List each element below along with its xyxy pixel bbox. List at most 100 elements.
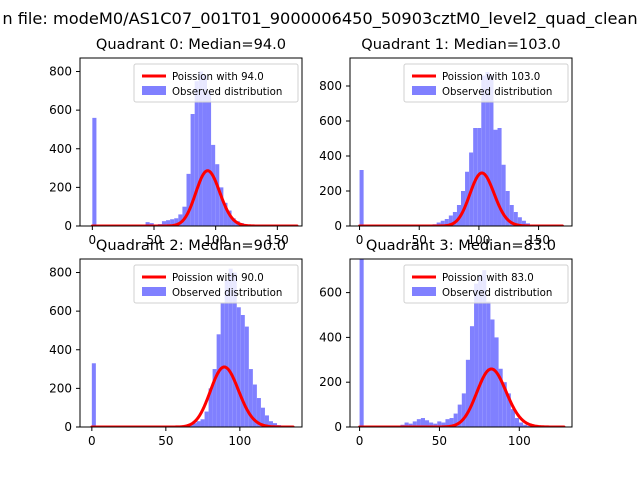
observed-bar	[449, 418, 454, 427]
observed-bar	[219, 187, 224, 226]
observed-bar	[216, 334, 221, 427]
legend: Poission with 94.0 Observed distribution	[133, 63, 299, 103]
observed-bar	[272, 423, 278, 427]
panel-title: Quadrant 0: Median=94.0	[96, 36, 286, 53]
observed-bar	[523, 424, 528, 427]
observed-bar	[521, 220, 526, 226]
legend-label-observed: Observed distribution	[172, 87, 282, 98]
observed-bar	[445, 419, 450, 427]
observed-bar	[264, 415, 269, 427]
observed-bar	[437, 421, 442, 427]
observed-bar	[481, 75, 486, 226]
suptitle: n file: modeM0/AS1C07_001T01_9000006450_…	[2, 9, 637, 29]
quadrant-panel-3: 0 50 100 0 200 400 600 Quadrant 3: Median=83.0 P…	[319, 237, 573, 448]
observed-bar	[493, 129, 498, 226]
legend-label-poisson: Poission with 94.0	[172, 72, 264, 83]
observed-bar	[416, 419, 421, 427]
y-tick-label: 0	[334, 219, 342, 233]
y-tick-label: 800	[49, 266, 72, 280]
observed-bar	[92, 117, 97, 226]
poisson-line-group	[358, 367, 566, 427]
observed-bar	[494, 337, 499, 427]
observed-bar	[224, 280, 229, 427]
legend-box	[403, 264, 569, 304]
x-tick-label: 100	[508, 434, 531, 448]
axes-frame	[79, 57, 303, 227]
axes-frame	[349, 258, 573, 428]
observed-bar	[196, 421, 201, 427]
observed-bar	[161, 221, 167, 226]
panel-title: Quadrant 2: Median=90.0	[96, 237, 286, 254]
x-tick-label: 150	[266, 233, 289, 247]
y-tick-label: 400	[49, 343, 72, 357]
observed-bar	[527, 425, 532, 427]
x-tick-label: 0	[356, 434, 364, 448]
observed-bar	[461, 393, 466, 427]
observed-bar	[513, 212, 518, 226]
x-tick-label: 100	[467, 233, 490, 247]
x-tick-label: 100	[204, 233, 227, 247]
legend-label-observed: Observed distribution	[442, 87, 552, 98]
observed-bar	[412, 421, 417, 427]
y-tick-label: 200	[49, 381, 72, 395]
observed-bar	[408, 423, 413, 427]
axes-frame	[349, 57, 573, 227]
legend-box	[133, 63, 299, 103]
observed-bar	[444, 219, 449, 226]
observed-bar	[436, 222, 441, 226]
observed-bar	[509, 205, 514, 226]
observed-bar	[248, 369, 253, 427]
y-tick-label: 0	[334, 420, 342, 434]
observed-bar	[519, 422, 524, 427]
y-tick-label: 0	[64, 420, 72, 434]
x-tick-label: 150	[527, 233, 550, 247]
legend-bar-swatch	[412, 86, 436, 95]
observed-bar	[505, 191, 510, 226]
observed-bar	[228, 268, 233, 427]
observed-bar	[497, 128, 502, 226]
observed-bar	[145, 222, 150, 226]
observed-bar	[465, 359, 470, 427]
y-tick-label: 200	[49, 180, 72, 194]
legend-label-poisson: Poission with 83.0	[442, 273, 534, 284]
observed-bar	[514, 418, 520, 427]
y-tick-label: 400	[319, 330, 342, 344]
observed-bar	[220, 303, 225, 427]
observed-bar	[478, 274, 483, 427]
poisson-line-group	[90, 365, 295, 427]
observed-bar	[174, 218, 179, 226]
y-tick-label: 200	[319, 184, 342, 198]
legend-bar-swatch	[142, 86, 166, 95]
observed-bar	[223, 202, 228, 226]
observed-bar	[448, 215, 453, 226]
observed-bar	[227, 210, 232, 226]
observed-bar	[453, 413, 458, 427]
x-tick-label: 50	[412, 233, 427, 247]
legend-bar-swatch	[142, 287, 166, 296]
observed-bar	[469, 326, 475, 427]
observed-bar	[498, 368, 503, 427]
observed-bar	[231, 218, 236, 226]
observed-bar	[485, 72, 490, 226]
observed-bar	[206, 90, 212, 226]
observed-bar	[501, 164, 506, 226]
observed-bar	[490, 319, 495, 427]
observed-bar	[506, 393, 511, 427]
poisson-curve	[358, 367, 566, 427]
observed-bar	[192, 423, 197, 427]
observed-bar	[252, 384, 257, 427]
observed-bar	[486, 301, 491, 427]
observed-bar	[215, 164, 220, 226]
observed-bar	[489, 75, 494, 226]
observed-bar	[359, 170, 364, 226]
y-tick-label: 400	[49, 142, 72, 156]
x-tick-label: 0	[356, 233, 364, 247]
observed-bar	[200, 419, 205, 427]
axes-frame	[79, 258, 303, 428]
y-tick-label: 600	[49, 103, 72, 117]
observed-bar	[212, 369, 217, 427]
poisson-curve	[90, 365, 295, 427]
x-tick-label: 0	[89, 233, 97, 247]
observed-bar	[268, 421, 273, 427]
